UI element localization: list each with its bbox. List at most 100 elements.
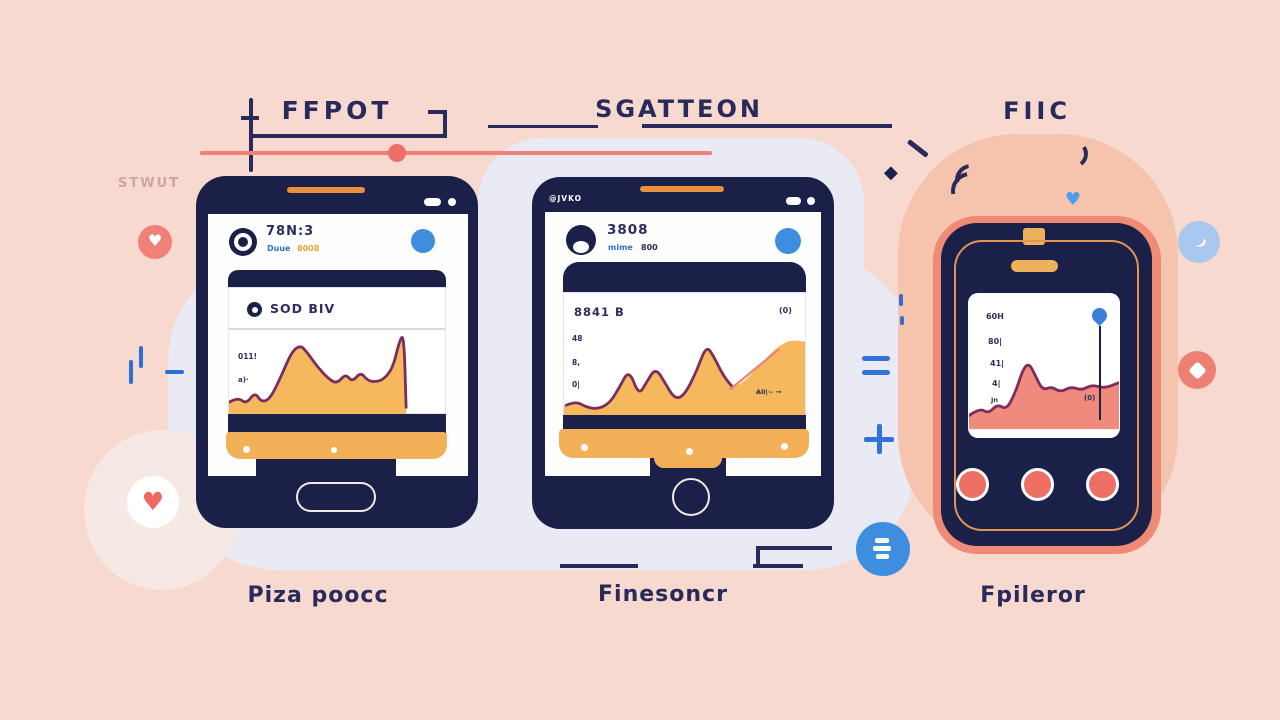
device-2-card-header-bar — [563, 262, 806, 292]
device-1-profile-circle[interactable] — [411, 229, 435, 253]
menu-badge[interactable] — [856, 522, 910, 576]
slash-stroke — [907, 139, 929, 158]
device-2-camera-pill — [786, 197, 801, 205]
device-2-chart — [564, 340, 805, 415]
bird-icon — [1194, 238, 1206, 247]
device-2-bezel-text: @JVKO — [549, 194, 582, 203]
top-label-first: FFPOT — [281, 96, 393, 125]
device-3-tick-1: 60H — [986, 312, 1004, 321]
device-2-card-icon-label: (0) — [779, 306, 792, 315]
device-3-button-3[interactable] — [1086, 468, 1119, 501]
device-2-card-footer-bar — [563, 415, 806, 430]
bottom-label-first: Piza poocc — [247, 583, 389, 608]
device-1-chart — [229, 330, 445, 414]
white-diamond-icon — [1187, 360, 1207, 380]
device-2-tick-1: 48 — [572, 334, 583, 343]
device-2-header-subtitle: mime — [608, 243, 633, 252]
device-2-tick-2: 8, — [572, 358, 581, 367]
bottom-label-second: Finesoncr — [598, 582, 728, 607]
side-text: STWUT — [118, 176, 180, 191]
device-2-header-title: 3808 — [607, 222, 649, 238]
device-2-card-title: 8841 B — [574, 305, 625, 319]
device-1-header-title: 78N:3 — [266, 224, 315, 239]
device-3-button-1[interactable] — [956, 468, 989, 501]
device-3-tick-3: 41| — [990, 359, 1005, 368]
device-3-note-right: (0) — [1084, 394, 1096, 402]
device-2-home-button[interactable] — [672, 478, 710, 516]
bottom-line-c — [756, 546, 832, 550]
device-2-header-subtitle2: 800 — [641, 243, 658, 252]
device-2-avatar — [566, 225, 596, 255]
device-1-orange-dot-2 — [331, 447, 337, 453]
device-2-tick-3: 0| — [572, 380, 580, 389]
device-2-orange-tab — [654, 452, 722, 468]
heart-icon: ♥ — [147, 231, 163, 250]
blue-dash-horizontal — [165, 370, 184, 374]
device-1-chart-note-2: a)· — [238, 376, 249, 384]
blue-dash-vertical-2 — [129, 360, 133, 384]
top-label-third: FIIC — [1003, 97, 1071, 125]
device-1-speaker — [287, 187, 365, 193]
device-1-avatar-ring — [234, 233, 252, 251]
blue-heart-icon: ♥ — [1064, 189, 1082, 210]
bottom-line-a — [560, 564, 638, 568]
device-2-orange-dot-3 — [781, 443, 788, 450]
device-2-profile-circle[interactable] — [775, 228, 801, 254]
colon-dash-1 — [899, 294, 903, 306]
heart-badge-top: ♥ — [138, 225, 172, 259]
heart-icon: ♥ — [141, 487, 165, 516]
device-1-card-divider — [229, 328, 445, 330]
bracket-left-tick — [241, 116, 259, 120]
bottom-line-b — [753, 564, 803, 568]
device-2-camera-dot — [807, 197, 815, 205]
bracket-hook-top — [428, 110, 447, 114]
equals-icon — [862, 356, 890, 375]
device-1-header-subtitle2: 8008 — [297, 244, 320, 253]
underline-right — [642, 124, 892, 128]
salmon-line-dot — [388, 144, 406, 162]
blue-dash-vertical-1 — [139, 346, 143, 368]
bracket-horizontal-line — [250, 134, 447, 138]
bracket-hook-vertical — [443, 112, 447, 138]
bottom-line-c-vertical — [756, 546, 760, 567]
device-1-camera-dot — [448, 198, 456, 206]
device-1-bottom-cut — [256, 455, 396, 477]
diamond-icon: ◆ — [884, 162, 898, 183]
device-1-chart-note-1: 011! — [238, 352, 258, 361]
device-3-speaker — [1011, 260, 1058, 272]
device-2-orange-dot-1 — [581, 444, 588, 451]
device-3-tick-2: 80| — [988, 337, 1003, 346]
colon-dash-2 — [900, 316, 904, 325]
device-1-orange-bar — [226, 432, 447, 459]
device-1-card-header-bar — [228, 270, 446, 287]
bottom-label-third: Fpileror — [980, 583, 1086, 608]
device-2-avatar-smile — [573, 241, 589, 253]
device-1-home-button[interactable] — [296, 482, 376, 512]
device-3-tick-4: 4| — [992, 379, 1001, 388]
device-1-header-subtitle: Duue — [267, 244, 291, 253]
device-1-orange-dot-1 — [243, 446, 250, 453]
top-label-second: SGATTEON — [595, 95, 763, 123]
device-2-speaker — [640, 186, 724, 192]
plus-icon — [864, 424, 894, 454]
device-1-avatar-core — [238, 237, 248, 247]
device-3-note-left: Jn — [991, 396, 999, 404]
device-3-pin-line — [1099, 326, 1101, 420]
device-1-camera-pill — [424, 198, 441, 206]
device-1-card-title: SOD BIV — [270, 301, 336, 316]
device-1-avatar — [229, 228, 257, 256]
diamond-badge[interactable] — [1178, 351, 1216, 389]
salmon-line — [200, 151, 712, 155]
device-1-card-donut-icon — [247, 302, 262, 317]
bird-badge[interactable] — [1178, 221, 1220, 263]
device-3-inner-orange-border — [954, 240, 1139, 531]
heart-badge-bottom: ♥ — [127, 476, 179, 528]
device-2-chart-annotation: A0|~ → — [756, 388, 782, 396]
underline-left — [488, 125, 598, 128]
device-3-button-2[interactable] — [1021, 468, 1054, 501]
device-3-chart — [969, 338, 1119, 430]
menu-lines-icon — [856, 522, 910, 576]
device-1-card-footer-bar — [228, 414, 446, 433]
device-2-orange-dot-2 — [686, 448, 693, 455]
